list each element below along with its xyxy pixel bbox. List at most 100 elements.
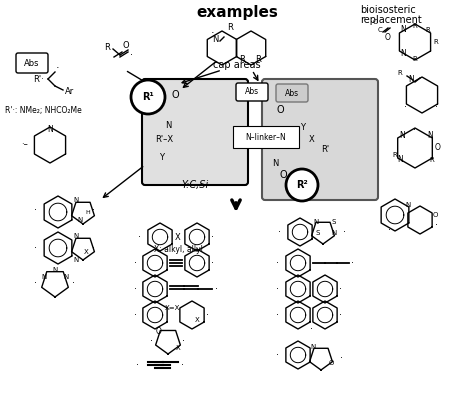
Text: ·: ·: [35, 278, 37, 288]
Text: X: X: [309, 136, 315, 145]
Text: H: H: [86, 209, 91, 215]
FancyBboxPatch shape: [16, 53, 48, 73]
Text: ·: ·: [35, 243, 37, 253]
Text: ·: ·: [276, 350, 280, 360]
Text: N: N: [52, 267, 58, 273]
Text: N: N: [313, 219, 319, 225]
Text: N: N: [165, 121, 171, 130]
Text: N: N: [272, 158, 278, 167]
Text: R: R: [413, 23, 418, 29]
Text: ·: ·: [279, 227, 282, 237]
Text: R¹: R¹: [142, 92, 154, 102]
Text: N: N: [397, 156, 403, 165]
Text: ·: ·: [137, 360, 139, 370]
Text: R'·: NMe₂; NHCO₂Me: R'·: NMe₂; NHCO₂Me: [5, 105, 82, 114]
Circle shape: [131, 80, 165, 114]
Text: N: N: [64, 274, 69, 280]
Text: N: N: [212, 35, 218, 44]
Text: ·: ·: [276, 284, 280, 294]
Text: N: N: [41, 274, 46, 280]
Text: ·: ·: [92, 243, 95, 253]
Text: ·: ·: [211, 28, 215, 38]
Text: R: R: [392, 152, 397, 158]
Text: Y: Y: [159, 154, 164, 162]
Text: N: N: [73, 233, 79, 239]
Text: ·: ·: [211, 258, 215, 268]
Text: ·: ·: [389, 225, 392, 235]
Text: R'·: R'·: [33, 75, 44, 84]
Text: ·: ·: [73, 278, 75, 288]
Text: ·: ·: [310, 324, 313, 334]
Text: S: S: [332, 219, 336, 225]
Text: R: R: [227, 22, 233, 31]
Text: ·: ·: [56, 63, 60, 73]
Text: cap areas: cap areas: [213, 60, 261, 70]
Text: N: N: [399, 130, 405, 140]
Text: R: R: [398, 70, 402, 76]
Text: O: O: [171, 90, 179, 100]
Text: ·: ·: [352, 258, 355, 268]
Text: Y: Y: [301, 123, 306, 132]
Text: R': R': [321, 145, 329, 154]
Text: X: X: [83, 249, 88, 255]
Text: ·: ·: [35, 205, 37, 215]
Text: R: R: [239, 55, 245, 64]
Text: O: O: [432, 212, 438, 218]
Text: O: O: [279, 170, 287, 180]
Text: Ar: Ar: [65, 88, 74, 97]
Text: ·: ·: [92, 205, 95, 215]
Text: N: N: [331, 230, 337, 236]
Text: O: O: [276, 105, 284, 115]
Text: O: O: [372, 19, 378, 25]
Circle shape: [286, 169, 318, 201]
FancyBboxPatch shape: [142, 79, 248, 185]
Text: O: O: [123, 42, 129, 50]
Text: R: R: [434, 39, 438, 45]
FancyBboxPatch shape: [236, 83, 268, 101]
Text: ·: ·: [135, 258, 137, 268]
Text: R: R: [413, 56, 418, 62]
Text: bioisosteric: bioisosteric: [360, 5, 416, 15]
Text: N: N: [47, 125, 53, 134]
Text: Y:C,Si: Y:C,Si: [182, 180, 209, 190]
Text: Abs: Abs: [245, 88, 259, 97]
Text: N: N: [427, 130, 433, 140]
Text: ·: ·: [182, 360, 184, 370]
Text: R: R: [429, 157, 434, 163]
Text: X: X: [195, 317, 200, 323]
Text: ·: ·: [436, 220, 438, 230]
Text: replacement: replacement: [360, 15, 422, 25]
Text: O: O: [435, 143, 441, 152]
FancyBboxPatch shape: [233, 126, 299, 148]
Text: N: N: [400, 26, 406, 35]
Text: ·: ·: [211, 232, 215, 242]
Text: ·: ·: [344, 227, 346, 237]
Text: O: O: [156, 327, 162, 336]
Text: N: N: [73, 197, 79, 203]
Text: X: X: [176, 345, 181, 351]
Text: N–linker–N: N–linker–N: [246, 132, 286, 141]
Text: R: R: [426, 27, 430, 33]
Text: N: N: [400, 50, 406, 59]
Text: ·: ·: [404, 102, 408, 112]
Text: R: R: [104, 44, 110, 53]
Text: O: O: [328, 360, 334, 366]
Text: ·–: ·–: [21, 141, 28, 149]
Text: ·: ·: [216, 284, 219, 294]
Text: ·: ·: [130, 50, 134, 60]
Text: ·: ·: [207, 310, 210, 320]
Text: ·: ·: [135, 284, 137, 294]
Text: N: N: [310, 344, 316, 350]
Text: Abs: Abs: [285, 88, 299, 97]
Text: examples: examples: [196, 6, 278, 20]
Text: ·: ·: [276, 258, 280, 268]
Text: X=X: X=X: [164, 305, 180, 311]
Text: N: N: [408, 75, 414, 84]
Text: O: O: [385, 33, 391, 42]
Text: C: C: [378, 27, 383, 33]
Text: ·: ·: [413, 125, 417, 135]
Text: ·: ·: [135, 310, 137, 320]
Text: R'–X: R'–X: [155, 136, 173, 145]
Text: Abs: Abs: [24, 59, 40, 68]
Text: X: alkyl, allyl: X: alkyl, allyl: [154, 246, 202, 255]
